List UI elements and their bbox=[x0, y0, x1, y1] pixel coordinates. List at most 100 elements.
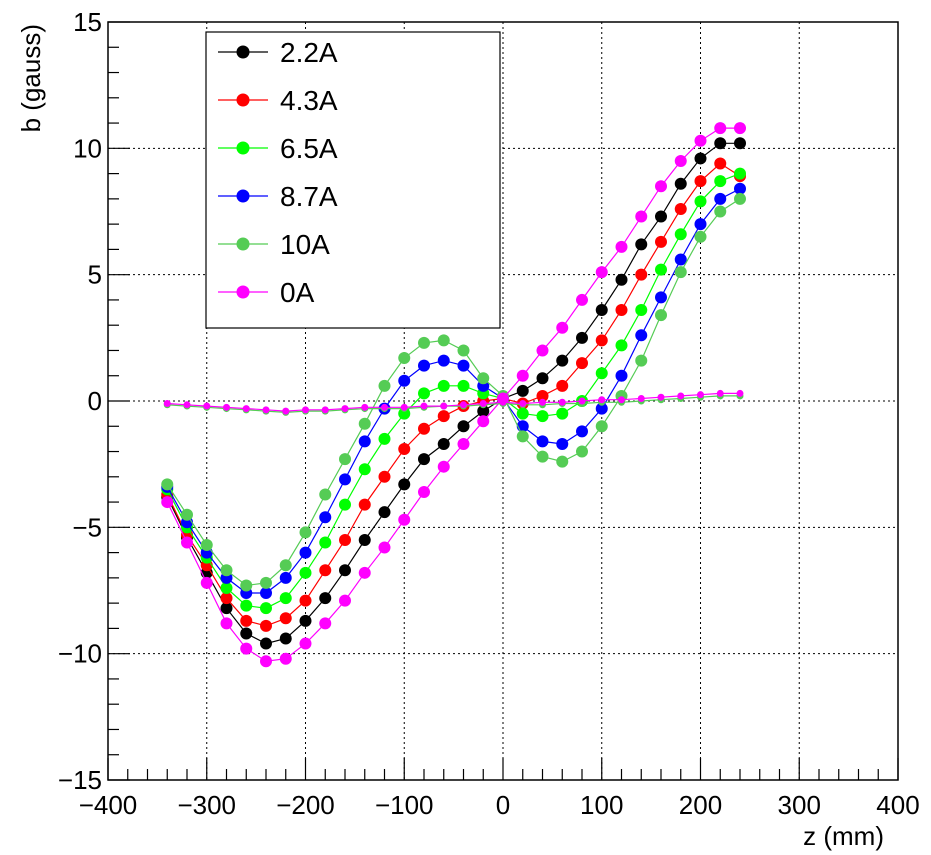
data-point bbox=[457, 344, 470, 357]
legend-label: 8.7A bbox=[280, 181, 338, 212]
data-point bbox=[299, 614, 312, 627]
series-0A bbox=[161, 122, 746, 668]
data-point bbox=[341, 405, 349, 413]
data-point bbox=[635, 238, 648, 251]
data-point bbox=[240, 642, 253, 655]
legend-entry: 2.2A bbox=[218, 37, 338, 68]
data-point bbox=[697, 391, 704, 399]
data-point bbox=[536, 450, 549, 463]
legend-marker bbox=[236, 237, 250, 251]
data-point bbox=[220, 581, 233, 594]
data-point bbox=[378, 432, 391, 445]
data-point bbox=[299, 594, 312, 607]
data-point bbox=[477, 405, 490, 418]
data-point bbox=[319, 536, 332, 549]
data-point bbox=[635, 268, 648, 281]
y-tick-label: 15 bbox=[73, 7, 102, 37]
legend-label: 4.3A bbox=[280, 85, 338, 116]
data-point bbox=[319, 564, 332, 577]
x-tick-label: 400 bbox=[876, 790, 919, 820]
data-point bbox=[734, 182, 746, 195]
data-point bbox=[279, 559, 292, 572]
data-point bbox=[279, 632, 292, 645]
data-point bbox=[694, 134, 707, 147]
x-tick-label: −100 bbox=[375, 790, 434, 820]
data-point bbox=[674, 177, 687, 190]
data-point bbox=[655, 235, 667, 248]
data-point bbox=[260, 619, 272, 632]
data-point bbox=[361, 403, 369, 411]
legend-marker bbox=[236, 189, 250, 203]
legend-marker bbox=[236, 141, 250, 155]
data-point bbox=[615, 369, 628, 382]
legend-marker bbox=[236, 93, 250, 107]
data-point bbox=[734, 122, 746, 135]
data-point bbox=[418, 336, 430, 349]
data-point bbox=[694, 152, 707, 165]
data-point bbox=[398, 478, 411, 491]
legend-label: 2.2A bbox=[280, 37, 338, 68]
data-point bbox=[181, 508, 193, 521]
data-point bbox=[694, 218, 707, 231]
data-point bbox=[536, 372, 549, 385]
legend-entry: 6.5A bbox=[218, 133, 338, 164]
data-point bbox=[161, 496, 174, 509]
data-point bbox=[615, 240, 628, 253]
data-point bbox=[674, 228, 687, 241]
data-point bbox=[674, 154, 687, 167]
data-point bbox=[437, 460, 450, 473]
data-point bbox=[674, 266, 687, 279]
data-point bbox=[381, 403, 388, 411]
data-point bbox=[279, 652, 292, 665]
data-point bbox=[595, 334, 608, 347]
legend-label: 6.5A bbox=[280, 133, 338, 164]
y-tick-label: −5 bbox=[72, 512, 102, 542]
data-point bbox=[319, 488, 332, 501]
legend-label: 10A bbox=[280, 229, 330, 260]
data-point bbox=[378, 379, 391, 392]
data-point bbox=[181, 536, 193, 549]
data-point bbox=[378, 506, 391, 519]
data-point bbox=[339, 498, 351, 511]
x-tick-label: −400 bbox=[79, 790, 138, 820]
data-point bbox=[418, 485, 430, 498]
data-point bbox=[240, 599, 253, 612]
data-point bbox=[260, 576, 272, 589]
data-point bbox=[674, 202, 687, 215]
data-point bbox=[220, 592, 233, 605]
data-point bbox=[262, 406, 270, 414]
data-point bbox=[716, 389, 724, 397]
y-tick-label: 0 bbox=[88, 386, 102, 416]
data-point bbox=[558, 398, 566, 406]
data-point bbox=[358, 463, 371, 476]
data-point bbox=[516, 384, 529, 397]
data-point bbox=[358, 498, 371, 511]
data-point bbox=[299, 637, 312, 650]
legend-entry: 10A bbox=[218, 229, 330, 260]
data-point bbox=[556, 354, 569, 367]
data-point bbox=[734, 167, 746, 180]
data-point bbox=[635, 354, 648, 367]
data-point bbox=[615, 273, 628, 286]
data-point bbox=[200, 539, 213, 552]
data-point bbox=[223, 403, 230, 411]
data-point bbox=[437, 410, 450, 423]
y-tick-label: −10 bbox=[58, 639, 102, 669]
data-point bbox=[714, 175, 727, 188]
data-point bbox=[499, 398, 507, 406]
x-tick-label: 100 bbox=[580, 790, 623, 820]
data-point bbox=[457, 359, 470, 372]
data-point bbox=[539, 398, 546, 406]
data-point bbox=[576, 293, 588, 306]
legend-marker bbox=[236, 285, 250, 299]
y-tick-label: −15 bbox=[58, 765, 102, 795]
data-point bbox=[242, 405, 250, 413]
data-point bbox=[321, 406, 329, 414]
data-point bbox=[556, 437, 569, 450]
x-tick-label: −200 bbox=[276, 790, 335, 820]
data-point bbox=[418, 387, 430, 400]
data-point bbox=[203, 402, 211, 410]
data-point bbox=[279, 612, 292, 625]
data-point bbox=[279, 571, 292, 584]
